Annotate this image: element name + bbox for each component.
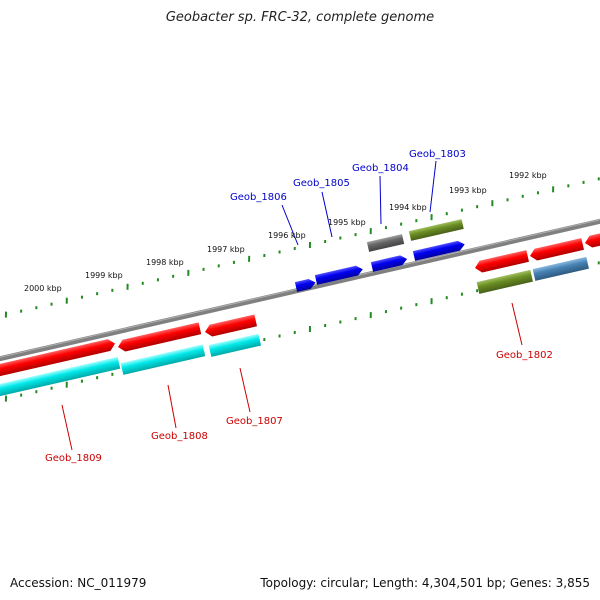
tick-label-2000: 2000 kbp [24, 284, 62, 293]
gene-geob-1805 [314, 265, 363, 285]
gene-label-geob-1803: Geob_1803 [409, 149, 466, 160]
gene-geob-1808-forward [118, 322, 202, 352]
gene-geob-1808-teal [120, 344, 206, 375]
label-leader-lines [61, 160, 523, 451]
tick-label-1996: 1996 kbp [268, 231, 306, 240]
gene-geob-1802-forward [475, 250, 529, 273]
gene-label-geob-1806: Geob_1806 [230, 192, 287, 203]
gene-geob-1804-blue [370, 255, 408, 272]
tick-label-1999: 1999 kbp [85, 271, 123, 280]
tick-label-1992: 1992 kbp [509, 171, 547, 180]
gene-label-geob-1805: Geob_1805 [293, 178, 350, 189]
gene-geob-1803-blue [412, 240, 465, 261]
tick-label-1994: 1994 kbp [389, 203, 427, 212]
gene-next-1-steelblue [532, 256, 589, 281]
gene-geob-1806 [294, 279, 316, 292]
gene-geob-1809-teal [0, 356, 121, 399]
gene-geob-1809-forward [0, 339, 116, 379]
tick-label-1993: 1993 kbp [449, 186, 487, 195]
gene-next-1-forward [530, 238, 584, 261]
gene-next-2-forward [585, 228, 600, 248]
gene-label-geob-1808: Geob_1808 [151, 431, 208, 442]
gene-label-geob-1804: Geob_1804 [352, 163, 409, 174]
gene-geob-1807-teal [208, 333, 262, 357]
tick-label-1997: 1997 kbp [207, 245, 245, 254]
gene-geob-1802-olive [476, 269, 533, 294]
gene-geob-1804-gray [366, 234, 405, 252]
gene-geob-1803-olive [408, 219, 464, 241]
gene-geob-1807-forward [205, 314, 258, 337]
map-title: Geobacter sp. FRC-32, complete genome [165, 10, 435, 25]
gene-label-geob-1802: Geob_1802 [496, 350, 553, 361]
gene-label-geob-1809: Geob_1809 [45, 453, 102, 464]
tick-label-1998: 1998 kbp [146, 258, 184, 267]
tick-label-1995: 1995 kbp [328, 218, 366, 227]
gene-label-geob-1807: Geob_1807 [226, 416, 283, 427]
accession-text: Accession: NC_011979 [10, 576, 147, 590]
genome-summary-text: Topology: circular; Length: 4,304,501 bp… [260, 576, 590, 590]
outer-tick-track [4, 177, 600, 318]
